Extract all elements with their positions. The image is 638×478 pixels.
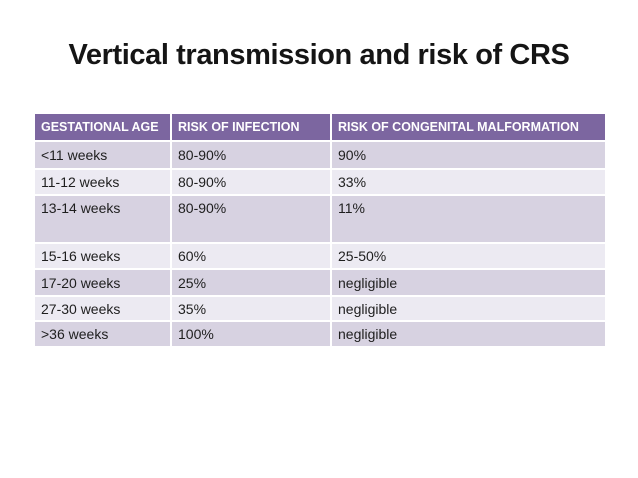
table-row: >36 weeks 100% negligible (33, 320, 607, 348)
cell-risk-of-malformation: negligible (330, 295, 607, 322)
cell-gestational-age: 15-16 weeks (33, 242, 172, 270)
cell-risk-of-malformation: negligible (330, 320, 607, 348)
cell-risk-of-malformation: 90% (330, 140, 607, 170)
table-row: 15-16 weeks 60% 25-50% (33, 242, 607, 270)
table-row: 27-30 weeks 35% negligible (33, 295, 607, 322)
cell-risk-of-infection: 35% (170, 295, 332, 322)
cell-risk-of-infection: 100% (170, 320, 332, 348)
cell-risk-of-infection: 25% (170, 268, 332, 297)
risk-table: GESTATIONAL AGE RISK OF INFECTION RISK O… (33, 112, 607, 348)
column-header-gestational-age: GESTATIONAL AGE (33, 112, 172, 142)
cell-risk-of-malformation: 25-50% (330, 242, 607, 270)
cell-gestational-age: 11-12 weeks (33, 168, 172, 196)
slide-title: Vertical transmission and risk of CRS (68, 39, 570, 71)
cell-risk-of-infection: 80-90% (170, 194, 332, 244)
cell-risk-of-malformation: 33% (330, 168, 607, 196)
table-row: 13-14 weeks 80-90% 11% (33, 194, 607, 244)
cell-risk-of-infection: 60% (170, 242, 332, 270)
table-row: 17-20 weeks 25% negligible (33, 268, 607, 297)
column-header-risk-of-congenital-malformation: RISK OF CONGENITAL MALFORMATION (330, 112, 607, 142)
cell-gestational-age: >36 weeks (33, 320, 172, 348)
cell-risk-of-infection: 80-90% (170, 168, 332, 196)
cell-gestational-age: 27-30 weeks (33, 295, 172, 322)
cell-risk-of-malformation: 11% (330, 194, 607, 244)
cell-gestational-age: 17-20 weeks (33, 268, 172, 297)
table-row: 11-12 weeks 80-90% 33% (33, 168, 607, 196)
cell-risk-of-malformation: negligible (330, 268, 607, 297)
cell-risk-of-infection: 80-90% (170, 140, 332, 170)
cell-gestational-age: 13-14 weeks (33, 194, 172, 244)
table-header-row: GESTATIONAL AGE RISK OF INFECTION RISK O… (33, 112, 607, 142)
table-row: <11 weeks 80-90% 90% (33, 140, 607, 170)
column-header-risk-of-infection: RISK OF INFECTION (170, 112, 332, 142)
cell-gestational-age: <11 weeks (33, 140, 172, 170)
